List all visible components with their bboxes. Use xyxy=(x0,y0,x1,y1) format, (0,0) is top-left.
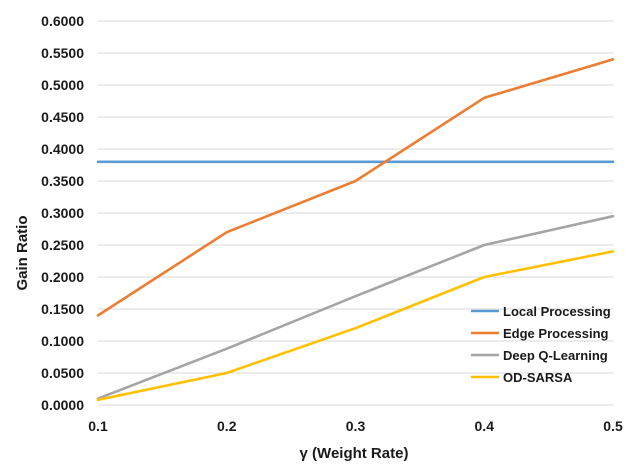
y-tick-label: 0.2500 xyxy=(41,237,84,253)
y-tick-label: 0.5500 xyxy=(41,45,84,61)
series-line-2 xyxy=(96,214,615,400)
x-tick-label: 0.2 xyxy=(217,418,237,434)
legend-label: Deep Q-Learning xyxy=(503,348,608,363)
series-line-3 xyxy=(96,250,615,402)
x-axis-title: γ (Weight Rate) xyxy=(300,445,409,462)
x-tick-label: 0.1 xyxy=(88,418,108,434)
series-lines xyxy=(96,58,615,402)
y-tick-label: 0.1000 xyxy=(41,333,84,349)
y-tick-label: 0.5000 xyxy=(41,77,84,93)
series-line-1 xyxy=(96,58,615,317)
y-tick-label: 0.1500 xyxy=(41,301,84,317)
y-tick-label: 0.4000 xyxy=(41,141,84,157)
y-tick-label: 0.0000 xyxy=(41,397,84,413)
legend-label: Edge Processing xyxy=(503,326,609,341)
gridlines xyxy=(98,20,613,406)
y-tick-label: 0.2000 xyxy=(41,269,84,285)
y-tick-label: 0.3500 xyxy=(41,173,84,189)
legend: Local Processing Edge Processing Deep Q-Le… xyxy=(471,304,611,385)
y-axis-title: Gain Ratio xyxy=(14,215,31,290)
legend-label: Local Processing xyxy=(503,304,611,319)
x-tick-label: 0.3 xyxy=(346,418,366,434)
x-tick-label: 0.4 xyxy=(475,418,495,434)
y-tick-label: 0.6000 xyxy=(41,13,84,29)
x-tick-label: 0.5 xyxy=(603,418,623,434)
legend-label: OD-SARSA xyxy=(503,370,573,385)
y-axis-tick-labels: 0.0000 0.0500 0.1000 0.1500 0.2000 0.2500 0.30… xyxy=(41,13,84,413)
x-axis-tick-labels: 0.1 0.2 0.3 0.4 0.5 xyxy=(88,418,623,434)
y-tick-label: 0.3000 xyxy=(41,205,84,221)
y-tick-label: 0.4500 xyxy=(41,109,84,125)
y-tick-label: 0.0500 xyxy=(41,365,84,381)
